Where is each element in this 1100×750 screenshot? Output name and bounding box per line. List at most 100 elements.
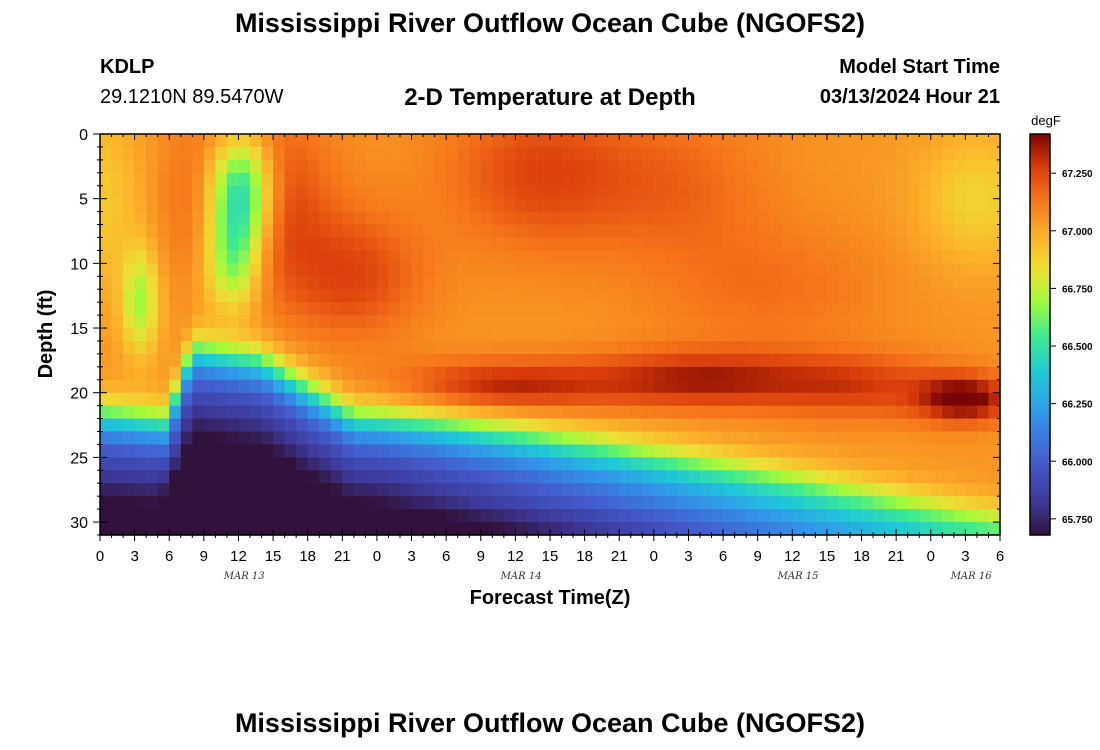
heatmap-cell <box>446 302 459 316</box>
colorbar-unit: degF <box>1031 113 1061 128</box>
heatmap-cell <box>826 198 840 213</box>
heatmap-cell <box>561 366 574 381</box>
heatmap-cell <box>815 159 828 174</box>
heatmap-cell <box>838 483 851 497</box>
heatmap-cell <box>642 302 655 316</box>
heatmap-cell <box>803 302 816 316</box>
heatmap-cell <box>330 418 343 433</box>
heatmap-cell <box>700 340 713 355</box>
heatmap-cell <box>607 146 620 161</box>
heatmap-cell <box>861 522 874 536</box>
heatmap-cell <box>757 276 770 290</box>
heatmap-cell <box>596 250 609 264</box>
heatmap-cell <box>492 379 505 394</box>
heatmap-cell <box>676 418 690 433</box>
heatmap-cell <box>930 315 943 329</box>
heatmap-cell <box>100 224 113 239</box>
heatmap-cell <box>584 392 597 407</box>
heatmap-cell <box>700 418 713 433</box>
heatmap-cell <box>573 172 586 187</box>
heatmap-cell <box>919 250 932 264</box>
heatmap-cell <box>203 185 216 200</box>
heatmap-cell <box>423 159 436 174</box>
heatmap-cell <box>884 185 897 200</box>
heatmap-cell <box>538 159 551 174</box>
heatmap-cell <box>653 146 666 161</box>
heatmap-cell <box>515 263 528 277</box>
heatmap-cell <box>261 224 274 239</box>
heatmap-cell <box>261 483 274 497</box>
heatmap-cell <box>215 379 228 394</box>
heatmap-cell <box>330 146 343 161</box>
heatmap-cell <box>665 405 678 420</box>
heatmap-cell <box>100 172 113 187</box>
heatmap-cell <box>919 366 932 381</box>
heatmap-cell <box>238 431 251 446</box>
heatmap-cell <box>884 470 897 484</box>
heatmap-cell <box>734 185 747 200</box>
heatmap-cell <box>146 172 159 187</box>
heatmap-cell <box>250 431 263 446</box>
heatmap-cell <box>550 522 563 536</box>
heatmap-cell <box>688 509 701 523</box>
heatmap-cell <box>815 146 828 161</box>
heatmap-cell <box>838 289 851 303</box>
heatmap-cell <box>850 328 863 342</box>
heatmap-cell <box>111 159 124 174</box>
heatmap-cell <box>100 185 113 200</box>
heatmap-cell <box>400 379 413 394</box>
heatmap-cell <box>538 315 551 329</box>
heatmap-cell <box>203 379 216 394</box>
heatmap-cell <box>826 328 840 342</box>
heatmap-cell <box>930 353 943 368</box>
heatmap-cell <box>284 496 297 510</box>
heatmap-cell <box>976 315 990 329</box>
heatmap-cell <box>907 379 920 394</box>
heatmap-cell <box>723 366 736 381</box>
heatmap-cell <box>826 483 840 497</box>
heatmap-cell <box>296 198 309 213</box>
heatmap-cell <box>330 237 343 252</box>
heatmap-cell <box>688 263 701 277</box>
heatmap-cell <box>896 328 909 342</box>
heatmap-cell <box>446 522 459 536</box>
heatmap-cell <box>169 185 182 200</box>
heatmap-cell <box>365 392 378 407</box>
heatmap-cell <box>665 134 678 148</box>
heatmap-cell <box>457 146 470 161</box>
heatmap-cell <box>434 289 447 303</box>
heatmap-cell <box>596 496 609 510</box>
heatmap-cell <box>469 431 482 446</box>
heatmap-cell <box>515 237 528 252</box>
heatmap-cell <box>676 302 690 316</box>
heatmap-cell <box>907 134 920 148</box>
heatmap-cell <box>111 224 124 239</box>
heatmap-cell <box>757 340 770 355</box>
heatmap-cell <box>619 340 632 355</box>
heatmap-cell <box>780 263 793 277</box>
heatmap-cell <box>411 431 424 446</box>
heatmap-cell <box>365 315 378 329</box>
heatmap-cell <box>492 470 505 484</box>
heatmap-cell <box>665 418 678 433</box>
heatmap-cell <box>550 483 563 497</box>
heatmap-cell <box>746 159 759 174</box>
heatmap-cell <box>515 302 528 316</box>
heatmap-cell <box>192 496 205 510</box>
heatmap-cell <box>365 522 378 536</box>
heatmap-cell <box>942 198 955 213</box>
heatmap-cell <box>342 172 355 187</box>
heatmap-cell <box>492 224 505 239</box>
heatmap-cell <box>526 418 540 433</box>
heatmap-cell <box>203 418 216 433</box>
heatmap-cell <box>826 340 840 355</box>
heatmap-cell <box>203 340 216 355</box>
heatmap-cell <box>815 405 828 420</box>
heatmap-cell <box>769 276 782 290</box>
heatmap-cell <box>619 444 632 458</box>
heatmap-cell <box>515 470 528 484</box>
heatmap-cell <box>400 302 413 316</box>
heatmap-cell <box>919 328 932 342</box>
heatmap-cell <box>850 496 863 510</box>
heatmap-cell <box>526 276 540 290</box>
